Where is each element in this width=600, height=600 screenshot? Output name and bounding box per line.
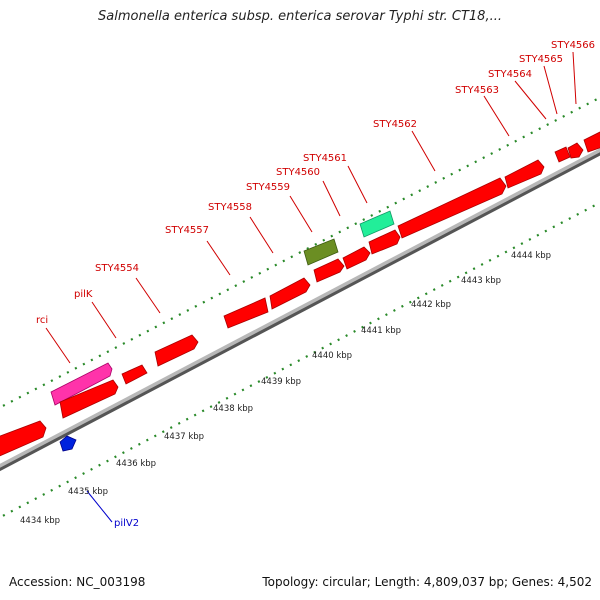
gene-label-pilV2[interactable]: pilV2	[114, 518, 139, 529]
gene-label-STY4566[interactable]: STY4566	[551, 40, 595, 51]
gene-arrow-pilK[interactable]	[59, 379, 119, 419]
gene-arrow-STY4566[interactable]	[583, 131, 600, 153]
gene-arrow-STY4562[interactable]	[397, 177, 507, 239]
scale-label: 4440 kbp	[312, 351, 352, 361]
scale-label: 4436 kbp	[116, 459, 156, 469]
gene-label-STY4564[interactable]: STY4564	[488, 69, 532, 80]
gene-arrow-unnamed-4[interactable]	[368, 229, 401, 255]
gene-label-STY4565[interactable]: STY4565	[519, 54, 563, 65]
feature-labels: rci pilK STY4554 STY4557 STY4558 STY4559…	[36, 40, 595, 529]
gene-arrow-STY4561[interactable]	[359, 210, 395, 238]
genome-summary-text: Topology: circular; Length: 4,809,037 bp…	[262, 575, 592, 589]
gene-arrow-unnamed-1[interactable]	[0, 420, 47, 458]
gene-label-STY4563[interactable]: STY4563	[455, 85, 499, 96]
gene-arrow-unnamed-2[interactable]	[121, 364, 148, 385]
scale-label: 4435 kbp	[68, 487, 108, 497]
gene-arrow-STY4557[interactable]	[223, 297, 269, 329]
gene-label-STY4561[interactable]: STY4561	[303, 153, 347, 164]
gene-arrow-STY4565[interactable]	[567, 142, 584, 159]
lower-scale-track	[0, 201, 600, 519]
accession-text: Accession: NC_003198	[9, 575, 146, 589]
gene-label-STY4554[interactable]: STY4554	[95, 263, 139, 274]
gene-label-STY4558[interactable]: STY4558	[208, 202, 252, 213]
label-leaders	[45, 51, 577, 523]
scale-label: 4443 kbp	[461, 276, 501, 286]
scale-label: 4434 kbp	[20, 516, 60, 526]
gene-arrow-pilV2[interactable]	[59, 435, 77, 452]
scale-label: 4441 kbp	[361, 326, 401, 336]
scale-label: 4437 kbp	[164, 432, 204, 442]
scale-label: 4439 kbp	[261, 377, 301, 387]
gene-arrow-STY4563[interactable]	[504, 159, 545, 189]
backbone-shadow	[0, 148, 600, 472]
gene-arrow-STY4554[interactable]	[154, 334, 199, 367]
gene-arrow-STY4559[interactable]	[303, 238, 339, 266]
scale-label: 4438 kbp	[213, 404, 253, 414]
gene-arrow-STY4560[interactable]	[342, 246, 371, 270]
scale-label: 4442 kbp	[411, 300, 451, 310]
upper-tick-track	[0, 96, 600, 409]
backbone	[0, 148, 600, 468]
gene-label-rci[interactable]: rci	[36, 315, 48, 326]
genome-title: Salmonella enterica subsp. enterica sero…	[98, 9, 502, 24]
scale-labels: 4434 kbp 4435 kbp 4436 kbp 4437 kbp 4438…	[20, 251, 551, 526]
gene-label-STY4562[interactable]: STY4562	[373, 119, 417, 130]
gene-features	[0, 131, 600, 458]
gene-arrow-unnamed-3[interactable]	[313, 258, 345, 283]
gene-label-pilK[interactable]: pilK	[74, 289, 93, 300]
scale-label: 4444 kbp	[511, 251, 551, 261]
gene-label-STY4559[interactable]: STY4559	[246, 182, 290, 193]
gene-label-STY4560[interactable]: STY4560	[276, 167, 320, 178]
gene-arrow-STY4564[interactable]	[554, 146, 571, 163]
gene-arrow-rci[interactable]	[50, 362, 113, 406]
gene-arrow-STY4558[interactable]	[269, 277, 311, 310]
gene-label-STY4557[interactable]: STY4557	[165, 225, 209, 236]
